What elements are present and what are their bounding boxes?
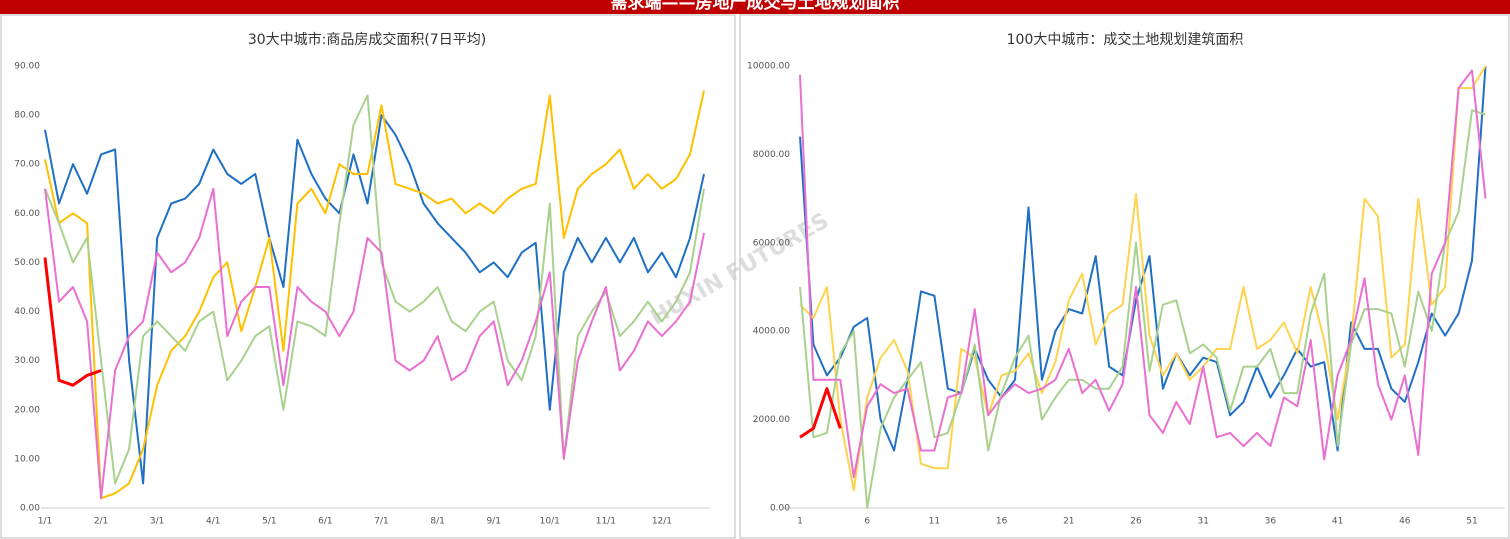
series-line xyxy=(44,94,705,485)
x-tick-label: 12/1 xyxy=(652,517,672,527)
y-tick-label: 70.00 xyxy=(14,160,40,170)
y-tick-label: 8000.00 xyxy=(753,150,790,160)
x-tick-label: 2/1 xyxy=(94,517,108,527)
series-line xyxy=(799,69,1487,479)
series-line xyxy=(44,90,705,500)
x-tick-label: 3/1 xyxy=(150,517,164,527)
x-tick-label: 21 xyxy=(1063,517,1074,527)
y-tick-label: 60.00 xyxy=(14,209,40,219)
y-tick-label: 10000.00 xyxy=(747,62,790,72)
x-tick-label: 10/1 xyxy=(540,517,560,527)
y-tick-label: 10.00 xyxy=(14,454,40,464)
y-tick-label: 6000.00 xyxy=(753,238,790,248)
y-tick-label: 40.00 xyxy=(14,307,40,317)
x-tick-label: 5/1 xyxy=(262,517,276,527)
x-tick-label: 6/1 xyxy=(318,517,332,527)
x-tick-label: 4/1 xyxy=(206,517,220,527)
y-tick-label: 50.00 xyxy=(14,258,40,268)
y-tick-label: 90.00 xyxy=(14,62,40,72)
y-tick-label: 20.00 xyxy=(14,405,40,415)
y-tick-label: 2000.00 xyxy=(753,415,790,425)
x-tick-label: 36 xyxy=(1265,517,1277,527)
x-tick-label: 16 xyxy=(996,517,1008,527)
chart-title: 30大中城市:商品房成交面积(7日平均) xyxy=(248,31,486,48)
series-line xyxy=(799,109,1486,509)
series-line xyxy=(44,187,705,500)
x-tick-label: 26 xyxy=(1130,517,1142,527)
x-tick-label: 41 xyxy=(1332,517,1343,527)
panel xyxy=(739,14,1510,539)
y-tick-label: 80.00 xyxy=(14,111,40,121)
x-tick-label: 51 xyxy=(1466,517,1477,527)
x-tick-label: 11 xyxy=(929,517,940,527)
y-tick-label: 0.00 xyxy=(20,504,40,514)
y-tick-label: 30.00 xyxy=(14,356,40,366)
y-tick-label: 0.00 xyxy=(770,504,790,514)
series-line xyxy=(799,387,842,439)
header-title: 需求端——房地产成交与土地规划面积 xyxy=(611,0,900,13)
y-tick-label: 4000.00 xyxy=(753,327,790,337)
series-line xyxy=(799,65,1487,452)
series-line xyxy=(44,114,705,485)
x-tick-label: 31 xyxy=(1197,517,1208,527)
x-tick-label: 11/1 xyxy=(596,517,616,527)
x-tick-label: 46 xyxy=(1399,517,1411,527)
panel xyxy=(0,14,736,539)
x-tick-label: 9/1 xyxy=(486,517,500,527)
x-tick-label: 1 xyxy=(797,517,803,527)
series-line xyxy=(43,257,102,387)
x-tick-label: 6 xyxy=(864,517,870,527)
chart-title: 100大中城市：成交土地规划建筑面积 xyxy=(1007,31,1244,48)
x-tick-label: 1/1 xyxy=(38,517,52,527)
header-bar xyxy=(0,0,1510,14)
x-tick-label: 7/1 xyxy=(374,517,388,527)
x-tick-label: 8/1 xyxy=(430,517,444,527)
